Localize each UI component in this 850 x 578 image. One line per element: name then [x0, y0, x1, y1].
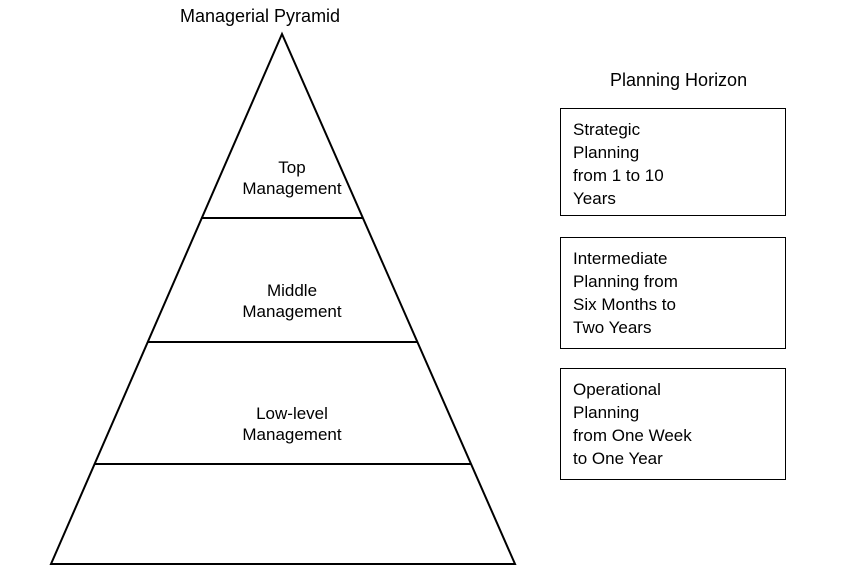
horizon-box-0: StrategicPlanningfrom 1 to 10Years: [560, 108, 786, 216]
horizon-box-0-line-1: Planning: [573, 142, 773, 165]
horizon-box-1-line-1: Planning from: [573, 271, 773, 294]
pyramid-level-line1: Low-level: [232, 403, 352, 424]
horizon-box-0-line-2: from 1 to 10: [573, 165, 773, 188]
horizon-box-2-line-1: Planning: [573, 402, 773, 425]
horizon-box-1-line-2: Six Months to: [573, 294, 773, 317]
pyramid-level-label-1: MiddleManagement: [232, 280, 352, 323]
pyramid-level-line2: Management: [232, 178, 352, 199]
horizon-box-2: OperationalPlanningfrom One Weekto One Y…: [560, 368, 786, 480]
horizon-box-1-line-0: Intermediate: [573, 248, 773, 271]
pyramid-level-label-2: Low-levelManagement: [232, 403, 352, 446]
horizon-box-0-line-3: Years: [573, 188, 773, 211]
horizon-box-1: IntermediatePlanning fromSix Months toTw…: [560, 237, 786, 349]
horizon-box-2-line-3: to One Year: [573, 448, 773, 471]
pyramid-level-line1: Middle: [232, 280, 352, 301]
horizon-title: Planning Horizon: [610, 70, 747, 91]
pyramid-level-line1: Top: [232, 157, 352, 178]
horizon-box-2-line-2: from One Week: [573, 425, 773, 448]
horizon-box-0-line-0: Strategic: [573, 119, 773, 142]
pyramid-level-line2: Management: [232, 301, 352, 322]
pyramid-level-label-0: TopManagement: [232, 157, 352, 200]
horizon-box-1-line-3: Two Years: [573, 317, 773, 340]
pyramid-level-line2: Management: [232, 424, 352, 445]
horizon-box-2-line-0: Operational: [573, 379, 773, 402]
pyramid-title: Managerial Pyramid: [180, 6, 340, 27]
